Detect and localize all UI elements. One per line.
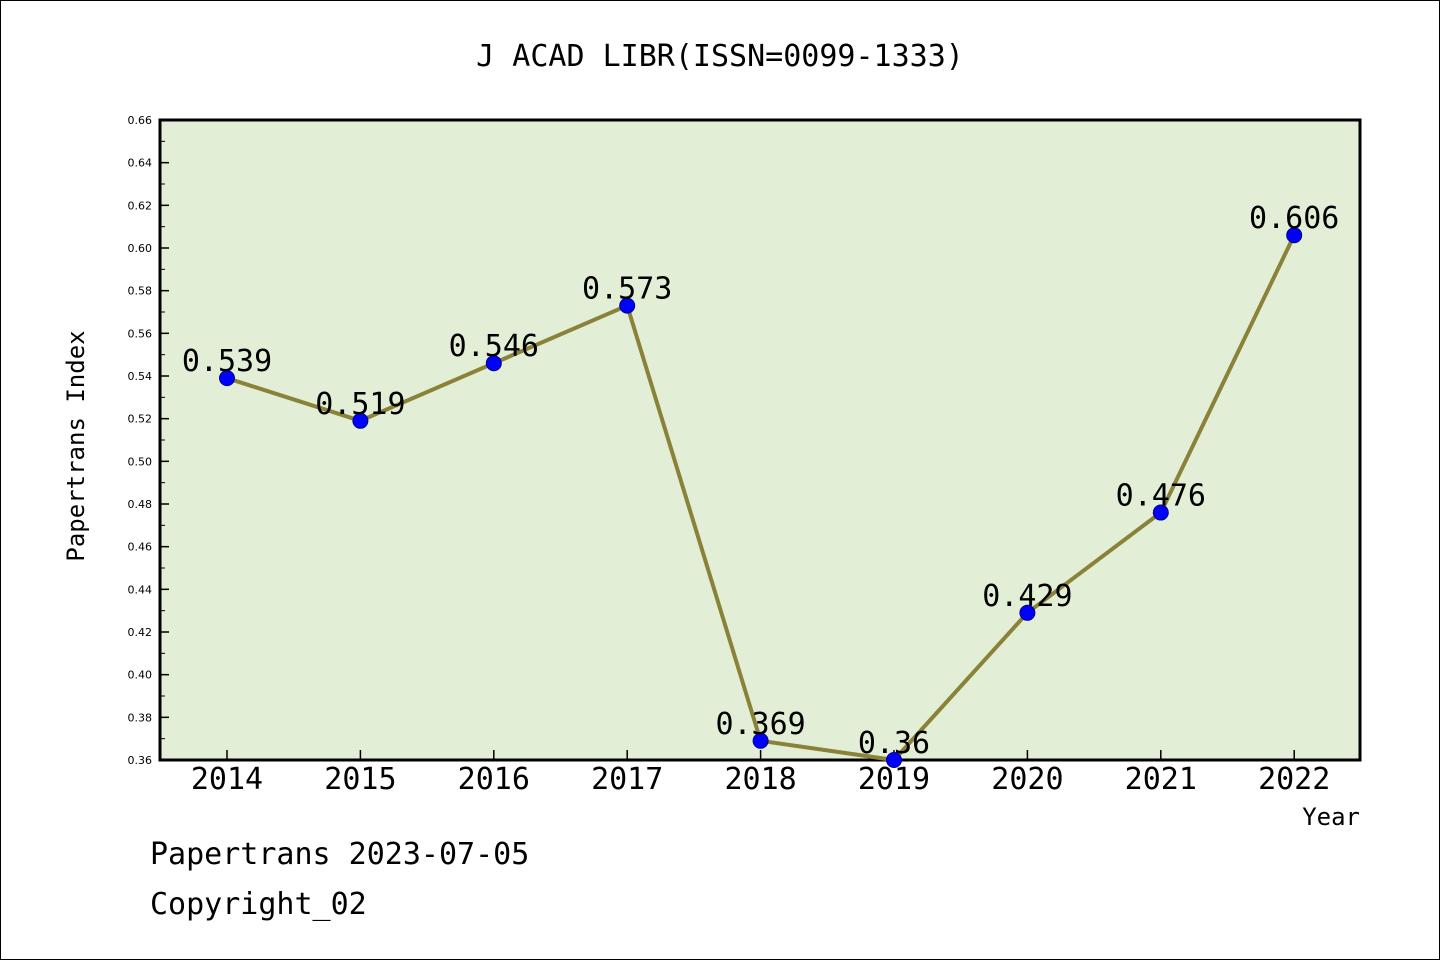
data-point (886, 752, 902, 768)
data-label: 0.539 (182, 344, 272, 379)
chart-title: J ACAD LIBR(ISSN=0099-1333) (476, 39, 964, 74)
data-label: 0.546 (449, 329, 539, 364)
footer-date: Papertrans 2023-07-05 (150, 837, 529, 872)
x-tick-label: 2016 (458, 762, 530, 797)
x-tick-label: 2021 (1125, 762, 1197, 797)
data-point (1152, 504, 1169, 521)
data-point (1286, 227, 1303, 244)
data-label: 0.606 (1249, 201, 1339, 236)
y-tick-label: 0.50 (128, 455, 153, 468)
y-tick-label: 0.56 (128, 327, 153, 340)
data-labels: 0.539 0.519 0.546 0.573 0.369 0.36 0.429 0.476 0… (182, 201, 1340, 761)
x-tick-label: 2017 (591, 762, 663, 797)
y-tick-label: 0.58 (128, 285, 153, 298)
x-axis-label: Year (1302, 803, 1360, 831)
y-tick-label: 0.62 (128, 199, 153, 212)
data-label: 0.476 (1116, 479, 1206, 514)
y-tick-label: 0.52 (128, 413, 153, 426)
data-label: 0.573 (582, 272, 672, 307)
data-point (1019, 604, 1036, 621)
footer-copyright: Copyright_02 (150, 887, 367, 922)
y-tick-label: 0.38 (128, 711, 153, 724)
data-point (752, 732, 769, 749)
y-axis: 0.36 0.38 0.40 0.42 0.44 0.46 0.48 0.50 0.52 0.54… (128, 114, 169, 767)
y-tick-label: 0.36 (128, 754, 153, 767)
data-point (352, 412, 369, 429)
y-tick-label: 0.48 (128, 498, 153, 511)
data-point (219, 370, 235, 387)
series-markers (219, 227, 1303, 768)
y-tick-label: 0.66 (128, 114, 153, 127)
plot-area (158, 118, 1362, 762)
data-label: 0.36 (858, 726, 930, 761)
x-tick-label: 2018 (724, 762, 796, 797)
y-tick-label: 0.54 (128, 370, 153, 383)
x-tick-label: 2020 (991, 762, 1063, 797)
x-tick-label: 2014 (191, 762, 263, 797)
y-tick-label: 0.40 (128, 669, 153, 682)
data-point (485, 355, 502, 372)
data-label: 0.429 (982, 579, 1072, 614)
data-label: 0.369 (715, 707, 805, 742)
data-point (619, 297, 636, 314)
y-tick-label: 0.46 (128, 541, 153, 554)
x-tick-label: 2022 (1258, 762, 1330, 797)
y-tick-label: 0.44 (128, 583, 153, 596)
y-axis-label: Papertrans Index (62, 330, 90, 561)
data-label: 0.519 (315, 387, 405, 422)
x-tick-label: 2015 (324, 762, 396, 797)
y-tick-label: 0.60 (128, 242, 153, 255)
y-tick-label: 0.64 (128, 157, 153, 170)
y-tick-label: 0.42 (128, 626, 153, 639)
